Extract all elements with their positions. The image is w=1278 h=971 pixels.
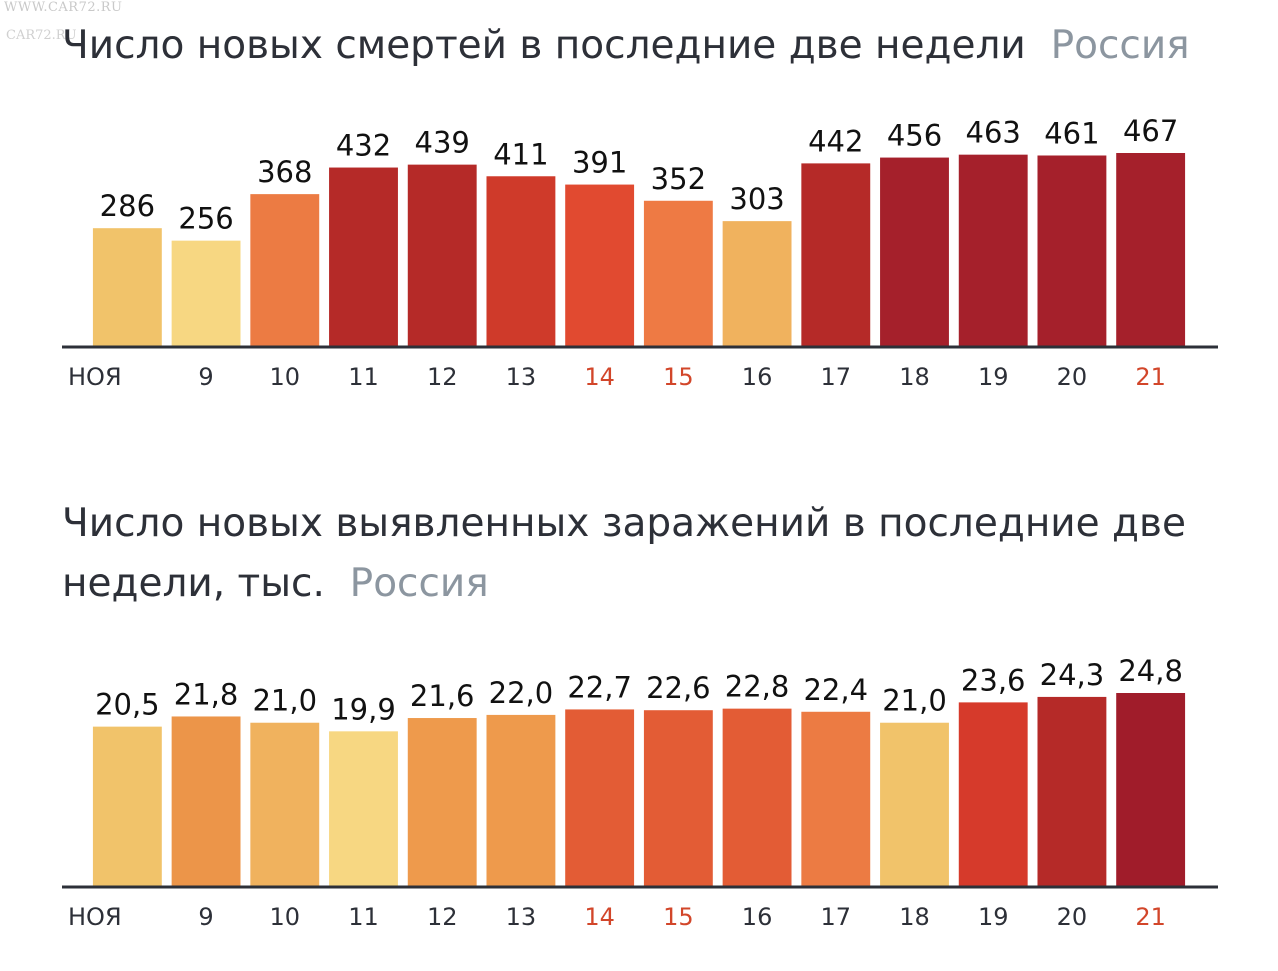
infections-tick-label-9: 17 [821, 903, 852, 931]
deaths-bar-0 [92, 228, 162, 347]
watermark-small: CAR72.RU [6, 28, 77, 43]
deaths-tick-label-6: 14 [584, 363, 615, 391]
infections-bar-1 [171, 716, 241, 887]
infections-bar-0 [92, 726, 162, 887]
deaths-tick-label-13: 21 [1135, 363, 1166, 391]
infections-bar-10 [880, 722, 949, 887]
infections-bar-3 [329, 731, 398, 887]
infections-bar-11 [958, 702, 1028, 887]
infections-value-label-13: 24,8 [1118, 654, 1183, 688]
infections-value-label-7: 22,6 [646, 671, 711, 705]
deaths-bar-8 [722, 221, 792, 347]
infections-tick-label-12: 20 [1057, 903, 1088, 931]
deaths-tick-label-11: 19 [978, 363, 1009, 391]
deaths-bar-10 [880, 157, 949, 347]
deaths-value-label-9: 442 [808, 124, 863, 158]
infections-bar-7 [643, 710, 713, 887]
deaths-value-label-0: 286 [100, 189, 155, 223]
infections-value-label-11: 23,6 [961, 663, 1026, 697]
deaths-bar-9 [801, 163, 871, 347]
deaths-bar-5 [486, 176, 556, 347]
deaths-value-label-10: 456 [887, 119, 942, 153]
deaths-tick-label-7: 15 [663, 363, 694, 391]
infections-tick-label-5: 13 [506, 903, 537, 931]
infections-chart-title: Число новых выявленных заражений в после… [62, 494, 1222, 614]
deaths-tick-label-5: 13 [506, 363, 537, 391]
deaths-tick-label-10: 18 [899, 363, 930, 391]
deaths-bar-1 [171, 240, 241, 347]
deaths-value-label-13: 467 [1123, 114, 1178, 148]
infections-bar-5 [486, 714, 556, 887]
deaths-value-label-5: 411 [493, 137, 548, 171]
infections-tick-label-3: 11 [348, 903, 379, 931]
infections-region-label: Россия [349, 561, 489, 606]
infections-value-label-12: 24,3 [1040, 658, 1105, 692]
infections-bar-6 [565, 709, 635, 887]
infections-value-label-0: 20,5 [95, 688, 160, 722]
deaths-value-label-1: 256 [178, 202, 233, 236]
infections-tick-label-8: 16 [742, 903, 773, 931]
deaths-title-text: Число новых смертей в последние две неде… [62, 23, 1026, 68]
deaths-tick-label-4: 12 [427, 363, 458, 391]
infections-value-label-4: 21,6 [410, 679, 475, 713]
infections-tick-label-13: 21 [1135, 903, 1166, 931]
infections-bar-12 [1037, 696, 1107, 887]
deaths-bar-2 [250, 194, 320, 347]
infections-value-label-9: 22,4 [803, 673, 868, 707]
infections-value-label-5: 22,0 [489, 676, 554, 710]
infections-tick-label-1: 9 [198, 903, 213, 931]
infections-title-text: Число новых выявленных заражений в после… [62, 501, 1186, 606]
infections-tick-label-0: НОЯ [68, 903, 122, 931]
infections-bar-2 [250, 722, 320, 887]
infections-value-label-3: 19,9 [331, 692, 396, 726]
deaths-value-label-8: 303 [729, 182, 784, 216]
infections-value-label-10: 21,0 [882, 684, 947, 718]
deaths-bar-7 [643, 200, 713, 347]
deaths-tick-label-1: 9 [198, 363, 213, 391]
deaths-bar-11 [958, 154, 1028, 347]
deaths-chart-title: Число новых смертей в последние две неде… [62, 16, 1190, 76]
infections-tick-label-11: 19 [978, 903, 1009, 931]
deaths-value-label-2: 368 [257, 155, 312, 189]
deaths-bar-13 [1116, 153, 1186, 347]
deaths-value-label-11: 463 [966, 116, 1021, 150]
deaths-value-label-6: 391 [572, 146, 627, 180]
deaths-tick-label-3: 11 [348, 363, 379, 391]
deaths-tick-label-9: 17 [821, 363, 852, 391]
deaths-bar-3 [329, 167, 398, 347]
deaths-value-label-4: 439 [415, 126, 470, 160]
deaths-bar-4 [407, 164, 477, 347]
infections-tick-label-2: 10 [270, 903, 301, 931]
infections-tick-label-7: 15 [663, 903, 694, 931]
deaths-tick-label-2: 10 [270, 363, 301, 391]
deaths-value-label-3: 432 [336, 129, 391, 163]
deaths-tick-label-12: 20 [1057, 363, 1088, 391]
deaths-tick-label-0: НОЯ [68, 363, 122, 391]
infections-tick-label-10: 18 [899, 903, 930, 931]
deaths-tick-label-8: 16 [742, 363, 773, 391]
infections-value-label-8: 22,8 [725, 670, 790, 704]
infections-bar-4 [407, 718, 477, 887]
deaths-bar-6 [565, 184, 635, 347]
infections-bar-9 [801, 711, 871, 887]
infections-bar-8 [722, 708, 792, 887]
deaths-value-label-7: 352 [651, 162, 706, 196]
infections-tick-label-4: 12 [427, 903, 458, 931]
infections-tick-label-6: 14 [584, 903, 615, 931]
infections-bar-13 [1116, 693, 1186, 887]
deaths-bar-12 [1037, 155, 1107, 347]
deaths-value-label-12: 461 [1044, 116, 1099, 150]
watermark: WWW.CAR72.RU [4, 0, 123, 15]
infections-value-label-1: 21,8 [174, 677, 239, 711]
infections-value-label-2: 21,0 [252, 684, 317, 718]
infections-value-label-6: 22,7 [567, 670, 632, 704]
deaths-region-label: Россия [1050, 23, 1190, 68]
